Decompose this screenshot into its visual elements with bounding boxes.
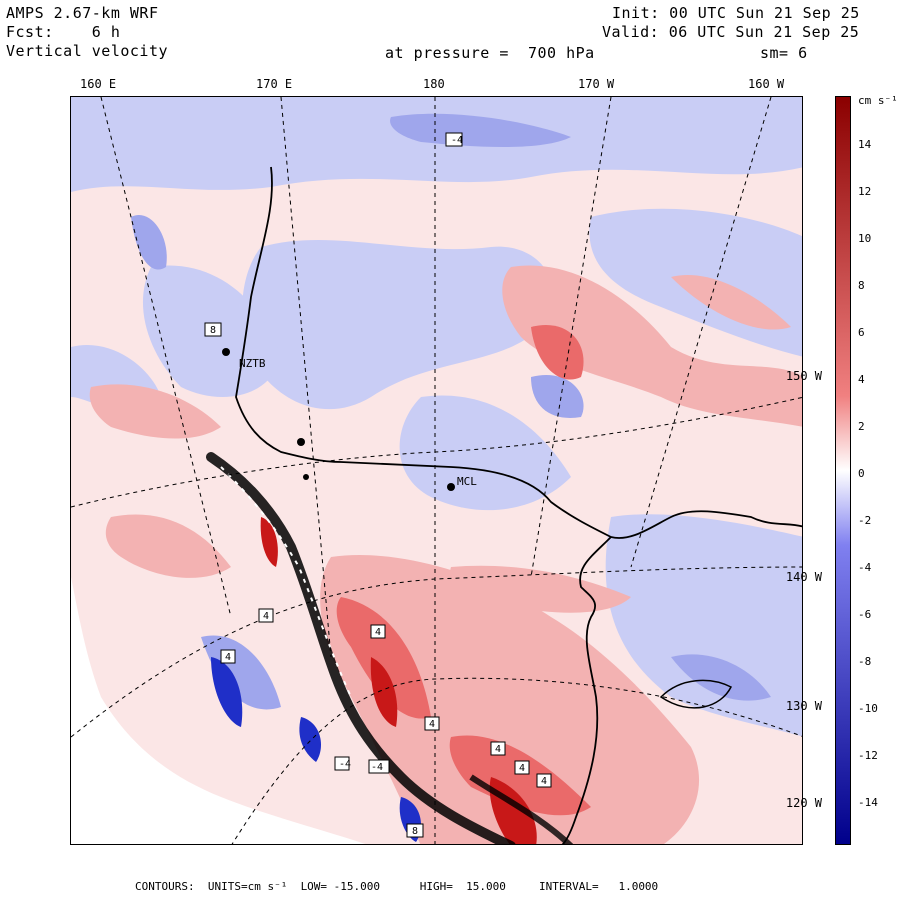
svg-text:-4: -4 <box>371 762 383 773</box>
colorbar-tick-2: 2 <box>858 420 865 433</box>
colorbar-tick-0: 0 <box>858 467 865 480</box>
colorbar-units: cm s⁻¹ <box>858 94 898 107</box>
weak-ascent-areas <box>89 265 802 844</box>
mountain-contour-band <box>206 452 516 844</box>
colorbar-tick-4: 4 <box>858 373 865 386</box>
colorbar-tick--12: -12 <box>858 749 878 762</box>
colorbar-tick-8: 8 <box>858 279 865 292</box>
colorbar-tick--2: -2 <box>858 514 872 527</box>
svg-text:4: 4 <box>495 744 501 755</box>
svg-text:4: 4 <box>263 611 269 622</box>
colorbar-tick-14: 14 <box>858 138 872 151</box>
station-label-mcl: MCL <box>457 475 477 488</box>
station-label-nztb: NZTB <box>239 357 266 370</box>
svg-text:4: 4 <box>429 719 435 730</box>
colorbar-tick--6: -6 <box>858 608 872 621</box>
lon-label-160w: 160 W <box>748 77 785 91</box>
colorbar-tick--14: -14 <box>858 796 878 809</box>
svg-text:-4: -4 <box>451 135 463 146</box>
colorbar-tick--4: -4 <box>858 561 872 574</box>
svg-text:8: 8 <box>412 826 418 837</box>
lat-label-140w: 140 W <box>785 570 822 584</box>
grounding-line <box>561 536 612 844</box>
forecast-hour: Fcst: 6 h <box>6 23 121 41</box>
lat-label-120w: 120 W <box>785 796 822 810</box>
colorbar-tick-12: 12 <box>858 185 872 198</box>
colorbar-tick--10: -10 <box>858 702 878 715</box>
station-markers <box>222 348 455 491</box>
contour-value-labels: -4 8 4 4 4 4 4 -4 -4 8 4 4 <box>204 132 552 838</box>
lat-label-150w: 150 W <box>785 369 822 383</box>
lon-label-170w: 170 W <box>578 77 615 91</box>
valid-time: Valid: 06 UTC Sun 21 Sep 25 <box>602 23 860 41</box>
coastline <box>235 166 802 539</box>
colorbar-tick--8: -8 <box>858 655 872 668</box>
svg-text:-4: -4 <box>339 759 351 770</box>
svg-text:8: 8 <box>210 325 216 336</box>
moderate-ascent-areas <box>336 325 591 816</box>
svg-text:4: 4 <box>375 627 381 638</box>
model-title: AMPS 2.67-km WRF <box>6 4 159 22</box>
lon-label-160e: 160 E <box>80 77 117 91</box>
field-name: Vertical velocity <box>6 42 169 60</box>
colorbar-tick-6: 6 <box>858 326 865 339</box>
svg-text:4: 4 <box>541 776 547 787</box>
contour-info: CONTOURS: UNITS=cm s⁻¹ LOW= -15.000 HIGH… <box>135 880 659 893</box>
lat-label-130w: 130 W <box>785 699 822 713</box>
lon-label-180: 180 <box>423 77 445 91</box>
init-time: Init: 00 UTC Sun 21 Sep 25 <box>612 4 860 22</box>
vertical-velocity-map: NZTB MCL -4 8 4 4 4 4 4 -4 -4 8 4 4 <box>70 96 803 845</box>
colorbar-tick-10: 10 <box>858 232 872 245</box>
svg-text:4: 4 <box>225 652 231 663</box>
weak-descent-areas <box>71 97 802 737</box>
smoothing-value: sm= 6 <box>760 44 808 62</box>
svg-text:4: 4 <box>519 763 525 774</box>
station-nztb <box>222 348 230 356</box>
pressure-level: at pressure = 700 hPa <box>385 44 595 62</box>
station-mcl <box>447 483 455 491</box>
colorbar <box>835 96 851 845</box>
lon-label-170e: 170 E <box>256 77 293 91</box>
